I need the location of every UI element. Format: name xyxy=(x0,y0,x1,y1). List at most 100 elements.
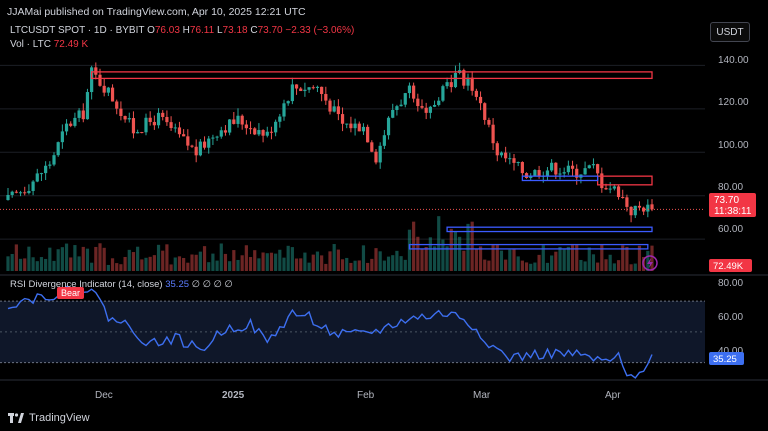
volume-bar xyxy=(629,264,633,271)
volume-bar xyxy=(637,245,642,271)
candle-body xyxy=(161,112,165,117)
volume-bar xyxy=(349,262,353,271)
volume-bar xyxy=(545,262,550,271)
volume-bar xyxy=(190,254,194,271)
candle-body xyxy=(202,141,207,148)
candle-body xyxy=(629,206,633,216)
candle-body xyxy=(583,168,587,175)
candle-body xyxy=(148,117,152,122)
candle-body xyxy=(98,74,102,86)
candle-body xyxy=(483,103,487,120)
volume-bar xyxy=(219,243,223,271)
volume-bar xyxy=(516,256,520,271)
last-price-countdown: 11:38:11 xyxy=(714,206,752,217)
candle-body xyxy=(554,162,558,175)
volume-bar xyxy=(186,262,190,271)
volume-bar xyxy=(140,259,144,271)
symbol-name[interactable]: LTCUSDT SPOT · 1D · BYBIT xyxy=(10,25,145,36)
volume-label[interactable]: Vol · LTC xyxy=(10,39,51,50)
candle-body xyxy=(625,197,629,207)
rsi-axis[interactable]: 80.00 60.00 40.00 xyxy=(718,278,743,357)
volume-bar xyxy=(412,221,416,271)
volume-bar xyxy=(215,260,219,271)
price-tick: 80.00 xyxy=(718,182,743,193)
candle-body xyxy=(587,165,591,169)
candle-body xyxy=(85,92,90,120)
volume-value: 72.49 K xyxy=(53,39,89,50)
volume-bar xyxy=(437,216,441,271)
candle-body xyxy=(236,115,240,124)
volume-bar xyxy=(148,256,152,271)
candle-body xyxy=(123,116,127,120)
candle-body xyxy=(115,101,119,109)
tradingview-label: TradingView xyxy=(29,412,90,424)
time-axis[interactable]: Dec 2025 Feb Mar Apr xyxy=(95,390,621,401)
tradingview-branding[interactable]: TradingView xyxy=(8,412,90,424)
volume-bar xyxy=(98,243,102,271)
candle-body xyxy=(399,104,403,107)
volume-bar xyxy=(131,252,136,271)
volume-bar xyxy=(583,261,587,271)
candle-body xyxy=(228,119,232,133)
candles xyxy=(6,62,654,223)
price-tick: 100.00 xyxy=(718,140,749,151)
candle-body xyxy=(290,84,294,102)
volume-bar xyxy=(462,250,466,271)
candle-body xyxy=(612,186,616,189)
candle-body xyxy=(650,204,654,210)
rsi-line[interactable] xyxy=(7,285,653,379)
candle-body xyxy=(27,190,31,194)
candle-body xyxy=(345,123,349,125)
symbol-legend: LTCUSDT SPOT · 1D · BYBIT O76.03 H76.11 … xyxy=(10,25,354,36)
lightning-icon[interactable] xyxy=(642,255,658,271)
volume-bar xyxy=(596,262,600,271)
candle-body xyxy=(424,107,428,113)
volume-bar xyxy=(340,259,345,271)
candle-body xyxy=(432,104,437,107)
volume-bar xyxy=(562,249,566,271)
rsi-legend[interactable]: RSI Divergence Indicator (14, close) 35.… xyxy=(10,279,233,290)
volume-bar xyxy=(529,263,533,271)
currency-button[interactable]: USDT xyxy=(710,22,750,42)
candle-body xyxy=(257,130,261,135)
candle-body xyxy=(56,142,60,156)
candle-body xyxy=(370,142,374,152)
candle-body xyxy=(328,100,332,112)
volume-bar xyxy=(315,251,320,271)
volume-bar xyxy=(395,250,399,271)
candle-body xyxy=(633,205,637,216)
candle-body xyxy=(378,145,382,163)
candle-body xyxy=(575,168,579,178)
candle-body xyxy=(52,155,56,165)
volume-bar xyxy=(391,255,395,271)
candle-body xyxy=(386,117,391,136)
close-value: 73.70 xyxy=(257,25,283,36)
candle-body xyxy=(186,136,190,146)
volume-bar xyxy=(370,258,374,271)
volume-bar xyxy=(558,246,562,271)
volume-bar xyxy=(56,249,60,271)
candle-body xyxy=(487,119,491,125)
candle-body xyxy=(194,146,198,156)
candle-body xyxy=(269,131,274,133)
volume-bar xyxy=(483,259,487,271)
volume-bar xyxy=(345,257,349,271)
price-axis[interactable]: 140.00 120.00 100.00 80.00 60.00 xyxy=(718,55,749,235)
candle-body xyxy=(136,132,140,134)
candle-body xyxy=(31,181,35,191)
candle-body xyxy=(570,165,575,169)
volume-bar xyxy=(119,264,123,271)
volume-bar xyxy=(420,249,424,271)
candle-body xyxy=(608,188,612,190)
high-label: H xyxy=(182,25,190,36)
candle-body xyxy=(219,130,223,137)
candle-body xyxy=(278,116,282,122)
candle-body xyxy=(336,106,340,115)
candle-body xyxy=(131,118,136,134)
volume-bar xyxy=(646,250,650,271)
volume-bar xyxy=(35,261,39,271)
volume-bar xyxy=(608,254,612,271)
volume-bar xyxy=(520,260,524,271)
candle-body xyxy=(127,118,131,120)
